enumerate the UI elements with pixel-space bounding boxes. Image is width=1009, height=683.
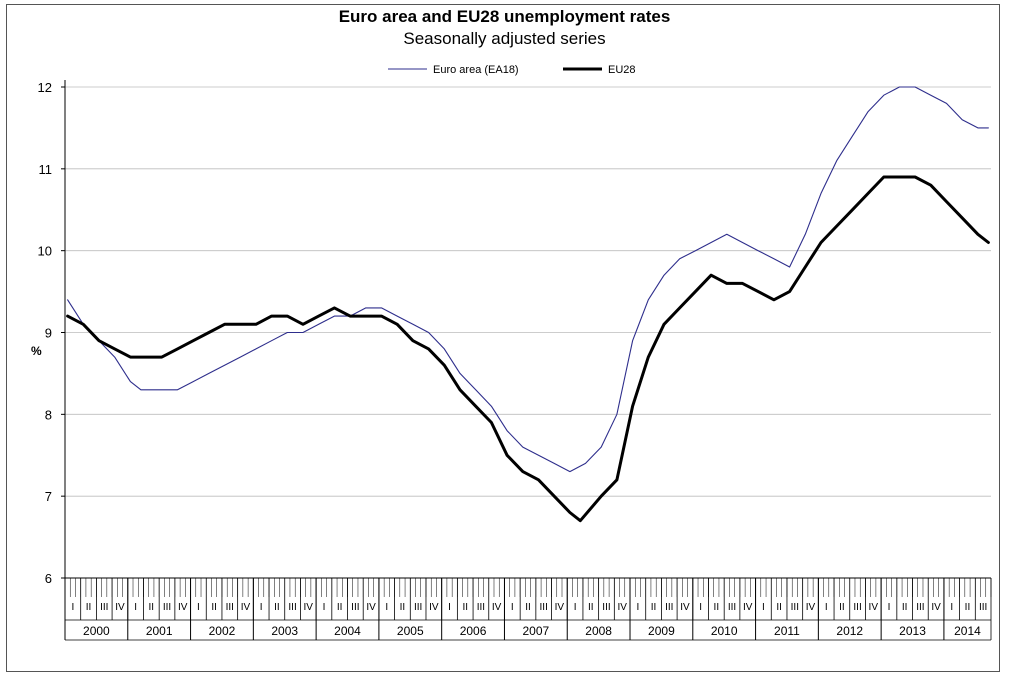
x-quarter-label: IV <box>743 602 753 613</box>
x-quarter-label: II <box>149 602 155 613</box>
x-quarter-label: II <box>274 602 280 613</box>
x-quarter-label: II <box>588 602 594 613</box>
x-quarter-label: I <box>511 602 514 613</box>
x-quarter-label: IV <box>492 602 502 613</box>
y-tick-labels: 6 7 8 9 10 11 12 <box>38 80 65 586</box>
legend: Euro area (EA18) EU28 <box>388 64 636 76</box>
y-tick-label: 12 <box>38 80 52 95</box>
x-quarter-label: I <box>888 602 891 613</box>
x-quarter-label: II <box>211 602 217 613</box>
y-tick-label: 8 <box>45 407 52 422</box>
x-year-label: 2011 <box>774 624 800 638</box>
x-quarter-label: II <box>462 602 468 613</box>
x-quarter-label: III <box>602 602 610 613</box>
x-quarter-label: II <box>902 602 908 613</box>
x-axis: I II III IV I II III IV I II III IV I II III IV I II III IV… <box>64 80 992 641</box>
x-quarter-label: III <box>288 602 296 613</box>
x-year-label: 2001 <box>146 624 173 638</box>
series-line-euro-area <box>67 86 989 473</box>
x-quarter-label: I <box>825 602 828 613</box>
x-quarter-label: IV <box>429 602 439 613</box>
x-quarter-label: III <box>916 602 924 613</box>
y-tick-label: 9 <box>45 326 52 341</box>
chart-frame <box>6 4 1000 672</box>
y-tick-label: 10 <box>38 244 52 259</box>
x-quarter-label: III <box>477 602 485 613</box>
x-quarter-label: IV <box>617 602 627 613</box>
x-quarter-label: IV <box>806 602 816 613</box>
y-tick-label: 6 <box>45 571 52 586</box>
x-year-label: 2010 <box>711 624 738 638</box>
x-quarter-label: I <box>323 602 326 613</box>
x-quarter-label: II <box>400 602 406 613</box>
x-quarter-label: III <box>100 602 108 613</box>
x-quarter-label: IV <box>931 602 941 613</box>
x-quarter-label: III <box>163 602 171 613</box>
x-year-label: 2000 <box>83 624 110 638</box>
x-year-label: 2008 <box>585 624 612 638</box>
x-quarter-label: II <box>776 602 782 613</box>
x-year-label: 2003 <box>271 624 298 638</box>
x-quarter-label: I <box>636 602 639 613</box>
x-year-label: 2002 <box>209 624 236 638</box>
x-quarter-label: II <box>651 602 657 613</box>
x-quarter-label: IV <box>555 602 565 613</box>
x-quarter-label: IV <box>366 602 376 613</box>
x-year-label: 2004 <box>334 624 361 638</box>
x-quarter-label: III <box>226 602 234 613</box>
series-lines <box>66 86 990 523</box>
x-quarter-label: III <box>540 602 548 613</box>
y-tick-label: 11 <box>39 162 53 177</box>
x-year-label: 2007 <box>522 624 549 638</box>
x-quarter-label: II <box>839 602 845 613</box>
x-quarter-label: II <box>965 602 971 613</box>
x-year-label: 2005 <box>397 624 424 638</box>
legend-label-eu28: EU28 <box>608 64 636 76</box>
x-quarter-label: I <box>385 602 388 613</box>
y-axis-label: % <box>31 344 42 358</box>
x-year-label: 2012 <box>836 624 863 638</box>
x-quarter-label: I <box>448 602 451 613</box>
x-quarter-label: I <box>574 602 577 613</box>
x-quarter-label: I <box>260 602 263 613</box>
x-quarter-label: II <box>337 602 343 613</box>
x-quarter-label: II <box>525 602 531 613</box>
x-quarter-label: III <box>853 602 861 613</box>
x-quarter-label: I <box>134 602 137 613</box>
x-quarter-label: I <box>197 602 200 613</box>
x-year-label: 2014 <box>954 624 981 638</box>
x-quarter-label: IV <box>115 602 125 613</box>
x-quarter-label: I <box>950 602 953 613</box>
x-quarter-label: IV <box>304 602 314 613</box>
x-quarter-label: IV <box>178 602 188 613</box>
x-year-label: 2006 <box>460 624 487 638</box>
x-quarter-label: III <box>665 602 673 613</box>
chart-title: Euro area and EU28 unemployment rates <box>338 7 671 26</box>
series-line-eu28 <box>66 175 990 523</box>
x-quarter-label: IV <box>869 602 879 613</box>
x-quarter-label: I <box>71 602 74 613</box>
x-quarter-label: III <box>728 602 736 613</box>
chart-subtitle: Seasonally adjusted series <box>403 29 606 48</box>
x-quarter-label: II <box>86 602 92 613</box>
x-quarter-label: I <box>699 602 702 613</box>
y-tick-label: 7 <box>45 489 52 504</box>
x-quarter-label: III <box>351 602 359 613</box>
x-year-label: 2009 <box>648 624 675 638</box>
x-quarter-label: IV <box>241 602 251 613</box>
x-quarter-label: I <box>762 602 765 613</box>
x-quarter-label: II <box>714 602 720 613</box>
x-quarter-label: III <box>979 602 987 613</box>
x-quarter-label: III <box>414 602 422 613</box>
legend-label-euro-area: Euro area (EA18) <box>433 64 519 76</box>
x-quarter-label: IV <box>680 602 690 613</box>
gridlines <box>65 86 991 497</box>
x-year-label: 2013 <box>899 624 926 638</box>
x-quarter-label: III <box>791 602 799 613</box>
